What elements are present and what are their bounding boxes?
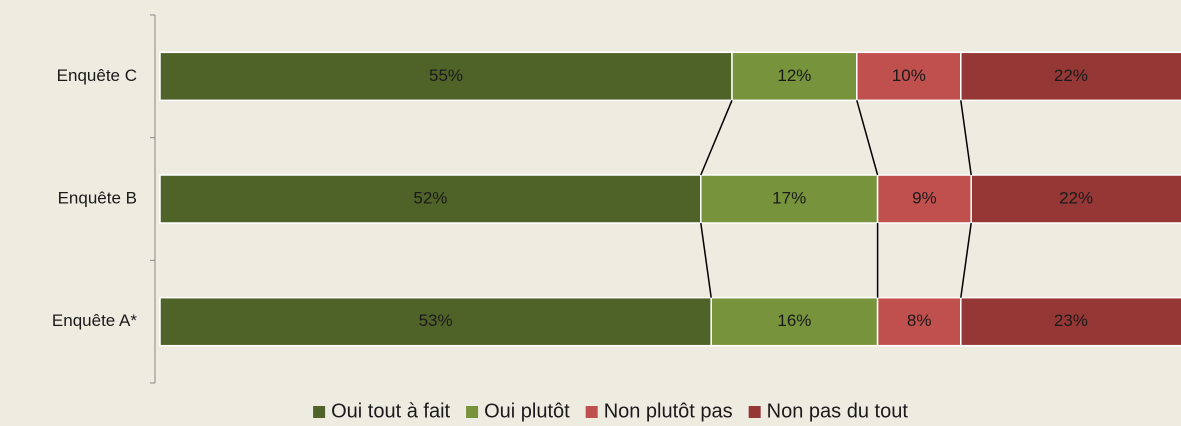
- data-label: 53%: [419, 311, 453, 330]
- series-line: [700, 100, 733, 176]
- category-label: Enquête A*: [52, 311, 137, 330]
- bar-segment: [876, 174, 972, 224]
- bar-segment: [710, 296, 879, 347]
- bar-segment: [960, 296, 1181, 347]
- data-label: 12%: [777, 66, 811, 85]
- legend-swatch: [466, 406, 479, 418]
- bar-segment: [731, 51, 858, 102]
- data-label: 10%: [892, 66, 926, 85]
- series-line: [856, 100, 879, 176]
- legend-swatch: [748, 406, 761, 418]
- legend-label: Oui tout à fait: [331, 400, 450, 422]
- bar-segment: [876, 296, 962, 347]
- bar-segment: [960, 51, 1181, 102]
- legend-swatch: [585, 406, 598, 418]
- bar-segment: [159, 296, 712, 347]
- data-label: 9%: [912, 188, 937, 207]
- category-label: Enquête C: [57, 66, 137, 85]
- data-label: 16%: [777, 311, 811, 330]
- data-label: 52%: [413, 188, 447, 207]
- series-line: [960, 100, 972, 176]
- legend-label: Non plutôt pas: [604, 400, 733, 422]
- category-label: Enquête B: [58, 188, 137, 207]
- data-label: 55%: [429, 66, 463, 85]
- data-label: 22%: [1059, 188, 1093, 207]
- data-label: 22%: [1054, 66, 1088, 85]
- bar-segment: [159, 51, 733, 102]
- series-line: [700, 222, 712, 298]
- data-label: 23%: [1054, 311, 1088, 330]
- series-line: [960, 222, 972, 298]
- legend-label: Oui plutôt: [484, 400, 570, 422]
- legend-label: Non pas du tout: [767, 400, 909, 422]
- bar-segment: [700, 174, 879, 224]
- bar-segment: [970, 174, 1181, 224]
- legend-swatch: [313, 406, 326, 418]
- data-label: 8%: [907, 311, 932, 330]
- bar-segment: [159, 174, 702, 224]
- data-label: 17%: [772, 188, 806, 207]
